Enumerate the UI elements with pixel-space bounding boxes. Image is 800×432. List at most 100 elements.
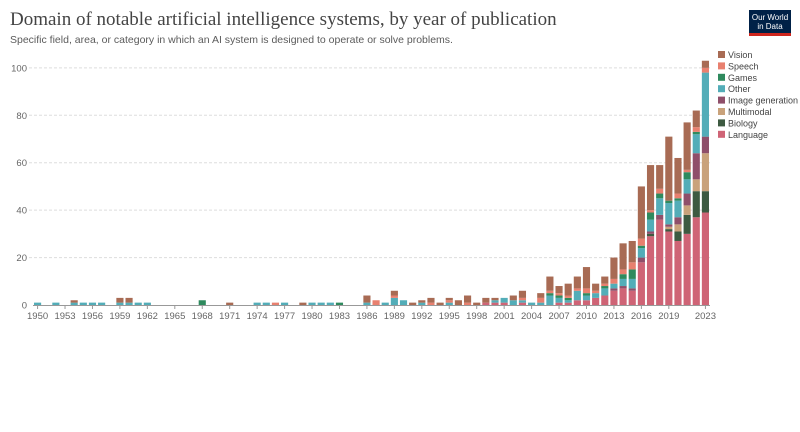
bar-1968-games[interactable] [198,300,206,305]
bar-1993-vision[interactable] [427,297,435,303]
bar-1960-other[interactable] [125,302,133,305]
bar-2014-other[interactable] [619,278,627,287]
bar-1993-speech[interactable] [427,302,435,305]
bar-2020-multimodal[interactable] [674,224,682,232]
bar-2014-image-generation[interactable] [619,286,627,289]
bar-2013-language[interactable] [610,290,618,305]
bar-1975-other[interactable] [262,302,270,305]
bar-2014-vision[interactable] [619,243,627,270]
bar-2021-games[interactable] [683,172,691,180]
bar-1955-other[interactable] [79,302,87,305]
bar-2016-other[interactable] [637,248,645,258]
bar-2021-speech[interactable] [683,169,691,173]
bar-1989-vision[interactable] [390,290,398,296]
bar-2003-other[interactable] [518,300,527,303]
bar-2020-language[interactable] [674,240,682,305]
bar-2016-speech[interactable] [637,238,645,246]
bar-2021-biology[interactable] [683,214,691,234]
bar-1960-vision[interactable] [125,297,133,303]
bar-2016-vision[interactable] [637,186,645,239]
bar-2015-image-generation[interactable] [628,288,636,291]
bar-2023-biology[interactable] [701,191,709,213]
bar-1954-other[interactable] [70,302,78,305]
bar-2010-other[interactable] [582,295,591,301]
bar-2011-vision[interactable] [592,283,600,291]
bar-2004-other[interactable] [528,302,536,305]
bar-2015-language[interactable] [628,290,636,305]
owid-logo[interactable]: Our World in Data [749,10,791,36]
bar-1950-other[interactable] [34,302,42,305]
bar-1979-vision[interactable] [299,302,307,305]
bar-2000-other[interactable] [491,300,499,303]
bar-2022-language[interactable] [692,217,700,305]
bar-1997-vision[interactable] [463,295,472,303]
bar-1998-vision[interactable] [473,302,481,305]
bar-2014-language[interactable] [619,288,627,305]
bar-2023-image-generation[interactable] [701,136,709,154]
bar-2020-games[interactable] [674,198,682,201]
bar-2020-other[interactable] [674,200,682,218]
bar-1980-other[interactable] [308,302,316,305]
bar-2006-vision[interactable] [546,276,554,291]
bar-2003-speech[interactable] [518,297,527,301]
bar-2019-biology[interactable] [665,229,673,232]
bar-1988-other[interactable] [381,302,389,305]
bar-2010-language[interactable] [582,300,591,305]
bar-1976-speech[interactable] [271,302,280,305]
bar-2023-speech[interactable] [701,67,709,73]
bar-2003-vision[interactable] [518,290,527,298]
bar-1983-games[interactable] [335,302,344,305]
bar-2022-vision[interactable] [692,110,700,128]
bar-2012-other[interactable] [601,288,609,296]
legend-item-image-generation[interactable]: Image generation [718,96,798,106]
bar-2022-speech[interactable] [692,127,700,132]
bar-2015-speech[interactable] [628,262,636,270]
bar-1977-other[interactable] [281,302,289,305]
bar-2020-biology[interactable] [674,231,682,241]
bar-2014-speech[interactable] [619,269,627,275]
bar-1995-other[interactable] [445,302,453,305]
bar-2006-other[interactable] [546,295,554,305]
bar-2018-games[interactable] [656,193,664,199]
bar-1992-other[interactable] [418,302,426,305]
bar-2009-vision[interactable] [573,276,581,289]
bar-2022-other[interactable] [692,134,700,154]
bar-2012-language[interactable] [601,295,609,305]
bar-2022-biology[interactable] [692,191,700,218]
bar-2022-games[interactable] [692,131,700,135]
bar-2022-image-generation[interactable] [692,153,700,180]
bar-2021-language[interactable] [683,233,691,305]
bar-1981-other[interactable] [317,302,325,305]
bar-2008-games[interactable] [564,297,572,301]
bar-2018-other[interactable] [656,198,664,215]
bar-2011-speech[interactable] [592,290,600,294]
bar-2014-games[interactable] [619,274,627,279]
bar-2007-games[interactable] [555,295,563,298]
bar-1996-vision[interactable] [454,300,462,305]
bar-2013-other[interactable] [610,283,618,289]
bar-2005-other[interactable] [537,302,545,305]
bar-2010-speech[interactable] [582,288,591,294]
bar-2000-vision[interactable] [491,297,499,301]
bar-1959-other[interactable] [116,302,124,305]
bar-2008-speech[interactable] [564,295,572,298]
bar-2009-other[interactable] [573,290,581,301]
bar-1995-speech[interactable] [445,300,453,303]
bar-2011-other[interactable] [592,293,600,298]
bar-2005-vision[interactable] [537,293,545,298]
bar-2017-biology[interactable] [646,233,655,237]
bar-1999-vision[interactable] [482,297,490,303]
bar-2008-language[interactable] [564,302,572,305]
bar-2021-image-generation[interactable] [683,193,691,206]
bar-2003-language[interactable] [518,302,527,305]
bar-2005-speech[interactable] [537,297,545,303]
bar-1956-other[interactable] [88,302,97,305]
bar-2017-games[interactable] [646,212,655,220]
bar-2019-language[interactable] [665,231,673,305]
bar-2008-vision[interactable] [564,283,572,296]
bar-1989-speech[interactable] [390,295,398,298]
bar-1990-other[interactable] [399,300,408,305]
bar-1994-vision[interactable] [436,302,444,305]
bar-2012-speech[interactable] [601,283,609,287]
bar-2007-language[interactable] [555,302,563,305]
